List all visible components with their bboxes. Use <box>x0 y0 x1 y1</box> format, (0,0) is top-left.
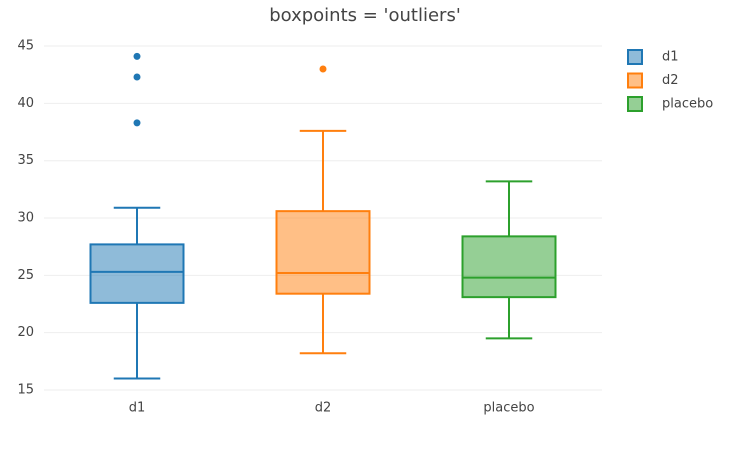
y-tick-label: 15 <box>17 383 34 398</box>
x-tick-label: placebo <box>483 401 534 416</box>
outlier <box>319 65 327 73</box>
box <box>89 243 185 304</box>
y-tick-label: 20 <box>17 325 34 340</box>
y-tick-label: 30 <box>17 211 34 226</box>
chart-title: boxpoints = 'outliers' <box>269 5 461 26</box>
y-tick-label: 35 <box>17 153 34 168</box>
legend-label: placebo <box>662 97 713 112</box>
box <box>275 210 371 295</box>
outlier <box>133 52 141 60</box>
y-tick-label: 40 <box>17 96 34 111</box>
legend-swatch <box>627 72 643 89</box>
legend-swatch <box>627 49 643 65</box>
legend-label: d1 <box>662 50 679 65</box>
y-tick-label: 45 <box>17 39 34 54</box>
x-tick-label: d1 <box>129 401 146 416</box>
legend-swatch <box>627 96 643 112</box>
outlier <box>133 119 141 127</box>
x-tick-label: d2 <box>315 401 332 416</box>
legend-label: d2 <box>662 73 679 88</box>
outlier <box>133 73 141 81</box>
box <box>461 235 557 299</box>
y-tick-label: 25 <box>17 268 34 283</box>
